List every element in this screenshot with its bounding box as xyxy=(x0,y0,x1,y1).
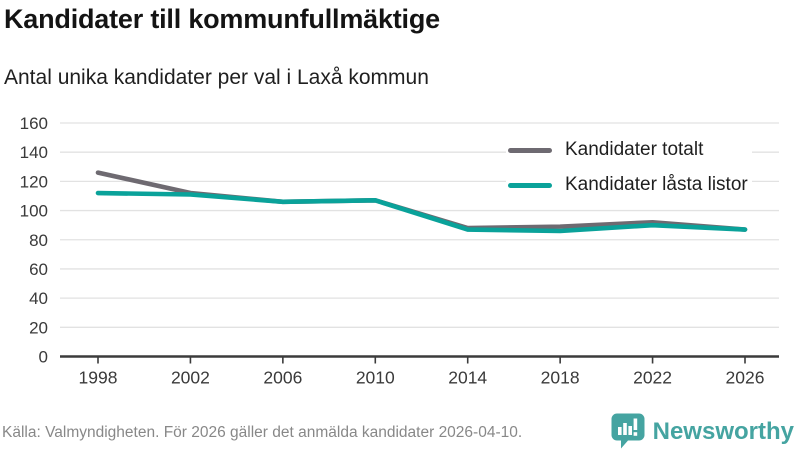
legend-item-totalt: Kandidater totalt xyxy=(506,138,752,162)
series-line-1 xyxy=(95,190,748,234)
page-title: Kandidater till kommunfullmäktige xyxy=(4,4,440,34)
legend-swatch-lasta-listor xyxy=(508,182,552,188)
x-tick-label-2002: 2002 xyxy=(171,368,210,388)
x-tick-label-2010: 2010 xyxy=(356,368,395,388)
legend-label-totalt: Kandidater totalt xyxy=(565,139,704,160)
x-tick-label-2022: 2022 xyxy=(633,368,672,388)
y-tick-label-160: 160 xyxy=(20,114,48,133)
chart-legend: Kandidater totalt Kandidater låsta listo… xyxy=(506,138,752,197)
legend-swatch-totalt xyxy=(508,147,552,153)
x-tick-label-2014: 2014 xyxy=(448,368,487,388)
y-tick-label-100: 100 xyxy=(20,202,48,221)
y-tick-label-0: 0 xyxy=(39,348,48,367)
y-tick-label-140: 140 xyxy=(20,143,48,162)
y-tick-label-20: 20 xyxy=(29,318,48,337)
y-tick-label-80: 80 xyxy=(29,231,48,250)
source-note: Källa: Valmyndigheten. För 2026 gäller d… xyxy=(2,424,523,441)
newsworthy-icon xyxy=(611,413,645,449)
chart-subtitle: Antal unika kandidater per val i Laxå ko… xyxy=(4,66,429,89)
y-tick-label-40: 40 xyxy=(29,289,48,308)
y-tick-label-120: 120 xyxy=(20,172,48,191)
legend-item-lasta-listor: Kandidater låsta listor xyxy=(506,173,752,197)
brand-logo: Newsworthy xyxy=(611,413,794,450)
x-tick-label-2006: 2006 xyxy=(263,368,302,388)
y-tick-label-60: 60 xyxy=(29,260,48,279)
x-tick-label-1998: 1998 xyxy=(79,368,118,388)
x-tick-label-2018: 2018 xyxy=(541,368,580,388)
legend-label-lasta-listor: Kandidater låsta listor xyxy=(565,174,748,195)
x-tick-label-2026: 2026 xyxy=(726,368,765,388)
brand-name: Newsworthy xyxy=(652,417,794,445)
